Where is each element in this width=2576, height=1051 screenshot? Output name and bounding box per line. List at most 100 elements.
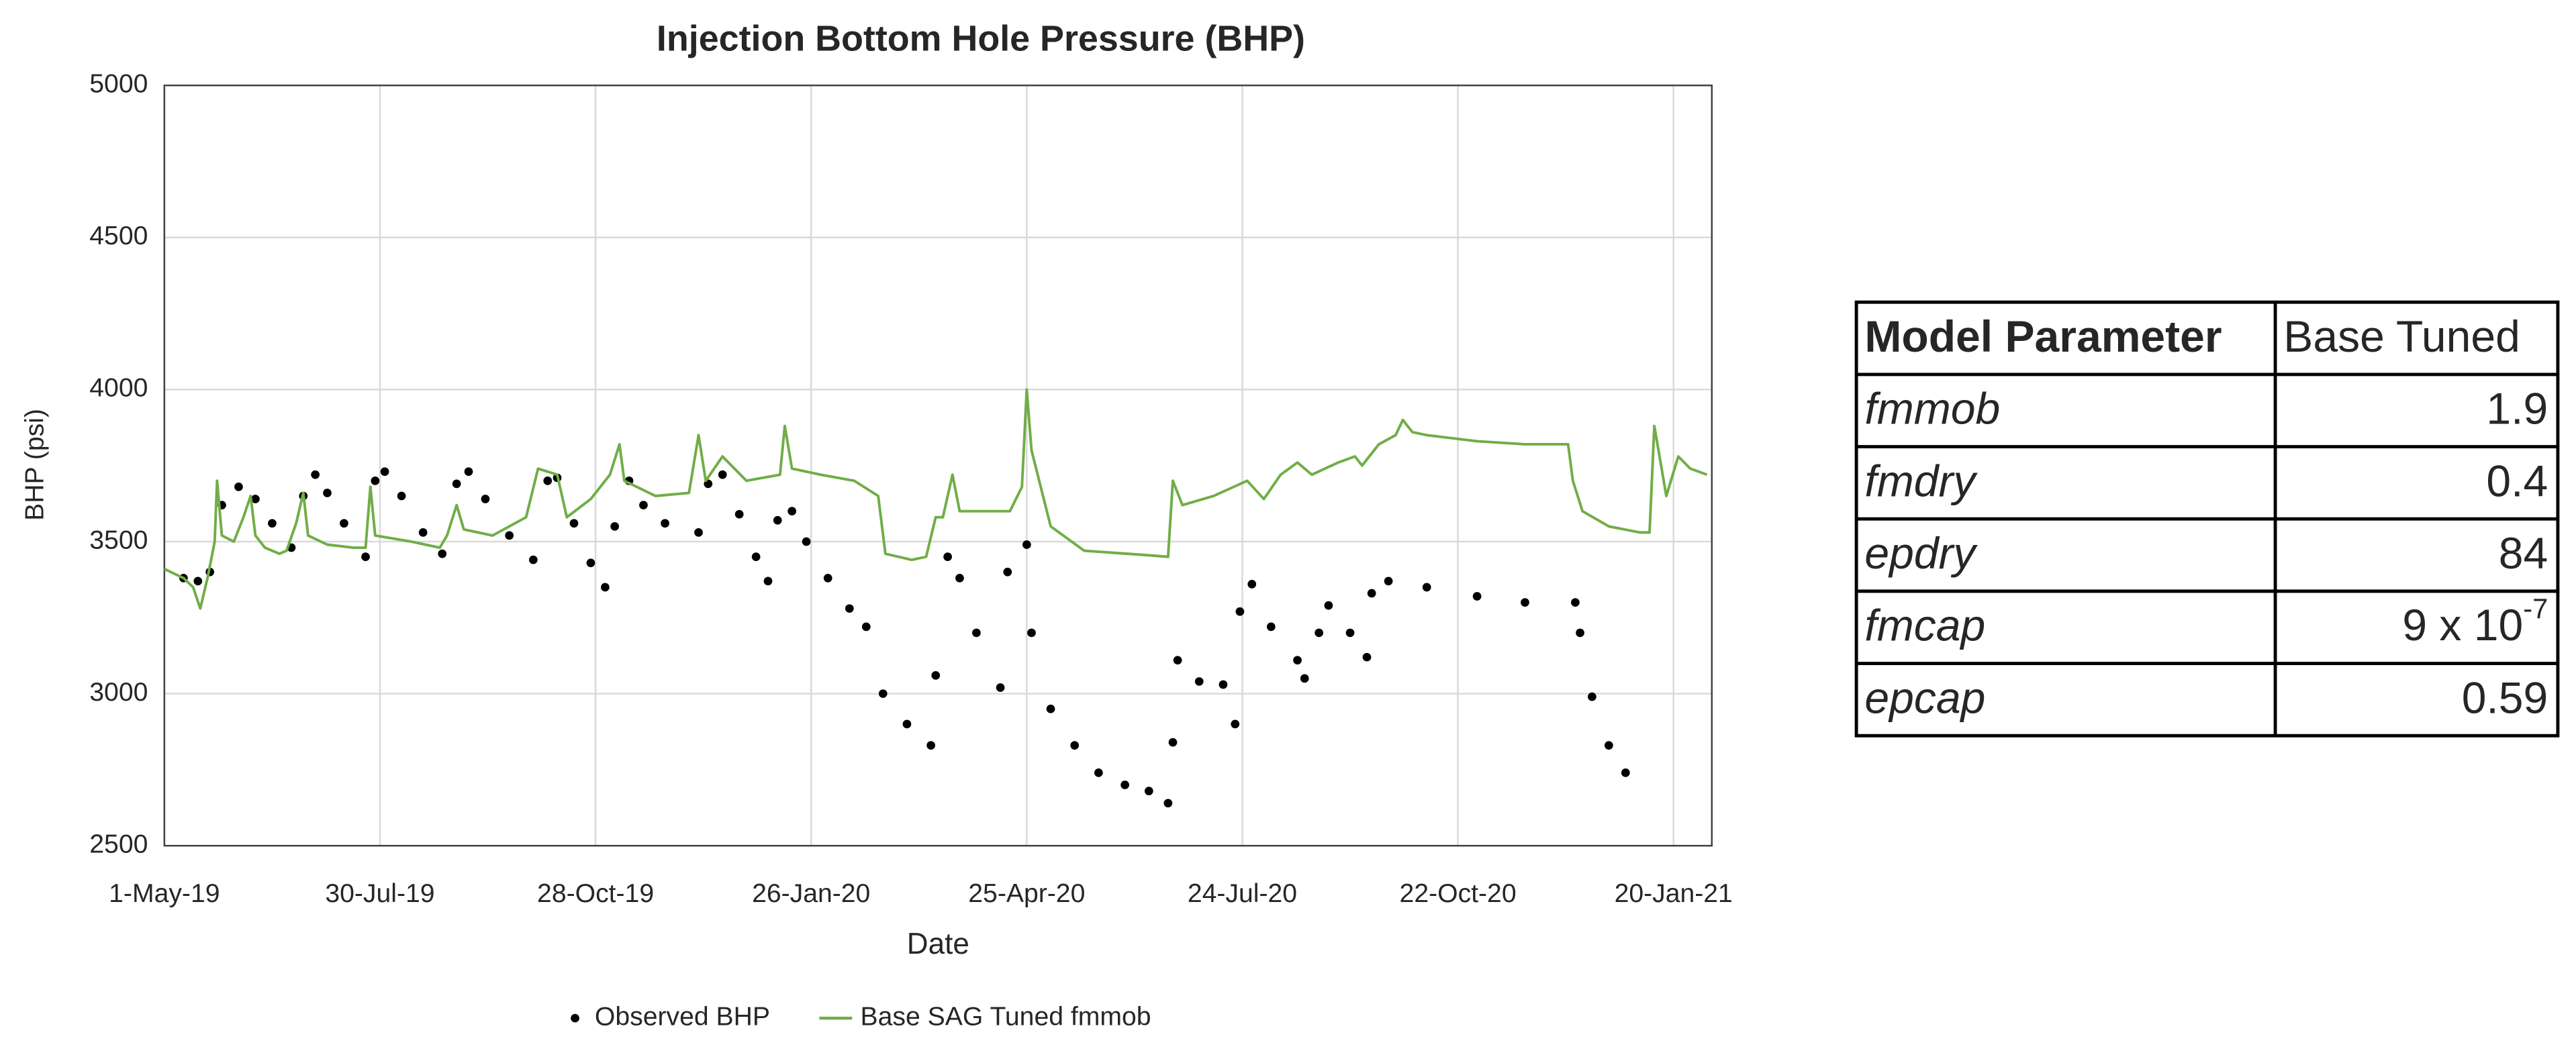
x-tick-label: 30-Jul-19 xyxy=(325,879,434,908)
chart-title: Injection Bottom Hole Pressure (BHP) xyxy=(657,18,1305,58)
parameter-value: 1.9 xyxy=(2486,384,2548,434)
data-point xyxy=(1576,628,1584,638)
data-point xyxy=(902,719,912,729)
data-point xyxy=(972,628,981,638)
data-point xyxy=(773,515,782,525)
grid: 2500 3000 3500 4000 4500 5000 1-May-19 30-Jul-1… xyxy=(89,70,1733,908)
parameter-value: 9 x 10-7 xyxy=(2402,593,2548,650)
data-point xyxy=(1163,799,1173,808)
legend-marker xyxy=(571,1013,579,1023)
data-point xyxy=(943,552,952,561)
data-point xyxy=(1300,674,1309,683)
table-header: Model Parameter xyxy=(1864,311,2222,361)
data-point xyxy=(926,741,935,750)
data-point xyxy=(1094,768,1103,777)
data-point xyxy=(861,622,871,632)
parameter-name: fmcap xyxy=(1864,601,1985,650)
parameter-value: 0.59 xyxy=(2462,672,2548,722)
data-point xyxy=(323,489,332,497)
data-point xyxy=(1472,592,1482,601)
data-point xyxy=(505,531,514,540)
data-point xyxy=(1324,601,1333,610)
data-point xyxy=(763,577,773,586)
data-point xyxy=(734,509,744,519)
data-point xyxy=(1367,589,1376,598)
data-point xyxy=(543,476,553,485)
data-point xyxy=(1003,567,1012,577)
data-point xyxy=(639,501,648,509)
data-point xyxy=(1571,598,1580,607)
data-point xyxy=(1266,622,1276,632)
x-tick-label: 1-May-19 xyxy=(109,879,220,908)
data-point xyxy=(1605,741,1613,750)
table: Model Parameter Base Tuned fmmob 1.9 fmdry 0.… xyxy=(1854,300,2560,738)
x-tick-label: 25-Apr-20 xyxy=(968,879,1085,908)
y-tick-label: 5000 xyxy=(89,70,148,99)
plot-frame xyxy=(163,85,1713,847)
data-point xyxy=(1588,692,1596,701)
data-point xyxy=(380,467,389,477)
data-point xyxy=(418,528,428,537)
data-point xyxy=(311,470,320,479)
data-line xyxy=(163,388,1708,610)
data-point xyxy=(193,577,203,586)
data-point xyxy=(251,495,260,503)
data-point xyxy=(1231,719,1240,729)
x-tick-label: 26-Jan-20 xyxy=(752,879,870,908)
parameter-name: fmdry xyxy=(1864,456,1978,505)
data-point xyxy=(1293,656,1302,665)
data-point xyxy=(268,519,277,528)
x-axis-label: Date xyxy=(907,928,969,960)
data-point xyxy=(1046,704,1055,713)
data-point xyxy=(481,495,490,503)
data-point xyxy=(1070,741,1080,750)
data-point xyxy=(1168,738,1178,747)
data-point xyxy=(751,552,761,561)
value-text: 9 x 10 xyxy=(2402,601,2523,650)
y-tick-label: 4500 xyxy=(89,221,148,250)
data-point xyxy=(371,476,380,485)
marks xyxy=(163,388,1708,808)
data-point xyxy=(452,479,461,489)
data-point xyxy=(1422,583,1431,592)
data-point xyxy=(1521,598,1529,607)
data-point xyxy=(586,558,595,568)
x-tick-label: 24-Jul-20 xyxy=(1188,879,1297,908)
x-tick-label: 28-Oct-19 xyxy=(537,879,654,908)
data-point xyxy=(1027,628,1036,638)
parameter-value: 0.4 xyxy=(2486,456,2548,505)
data-point xyxy=(1022,540,1031,549)
legend: Observed BHP Base SAG Tuned fmmob xyxy=(571,1002,1151,1031)
parameter-value: 84 xyxy=(2499,528,2548,578)
data-point xyxy=(234,483,243,491)
y-tick-label: 2500 xyxy=(89,830,148,858)
legend-label: Base SAG Tuned fmmob xyxy=(861,1002,1151,1031)
data-point xyxy=(340,519,348,528)
data-point xyxy=(1362,652,1372,662)
data-point xyxy=(1621,768,1630,777)
data-point xyxy=(361,552,370,561)
data-point xyxy=(397,491,406,501)
data-point xyxy=(610,521,619,531)
data-point xyxy=(996,683,1005,692)
y-tick-label: 3500 xyxy=(89,526,148,554)
value-exponent: -7 xyxy=(2523,593,2548,624)
data-point xyxy=(955,573,964,583)
data-point xyxy=(1219,680,1228,689)
data-point xyxy=(438,549,447,558)
y-tick-label: 3000 xyxy=(89,678,148,707)
data-point xyxy=(1144,787,1153,795)
data-point xyxy=(1247,580,1257,589)
data-point xyxy=(464,467,473,477)
data-point xyxy=(528,555,538,564)
data-point xyxy=(1120,781,1129,789)
data-point xyxy=(1315,628,1323,638)
data-point xyxy=(600,583,610,592)
data-point xyxy=(569,519,579,528)
data-point xyxy=(845,604,854,613)
data-point xyxy=(788,507,797,516)
x-tick-label: 20-Jan-21 xyxy=(1615,879,1733,908)
data-point xyxy=(823,573,832,583)
data-point xyxy=(661,519,669,528)
data-point xyxy=(1173,656,1182,665)
